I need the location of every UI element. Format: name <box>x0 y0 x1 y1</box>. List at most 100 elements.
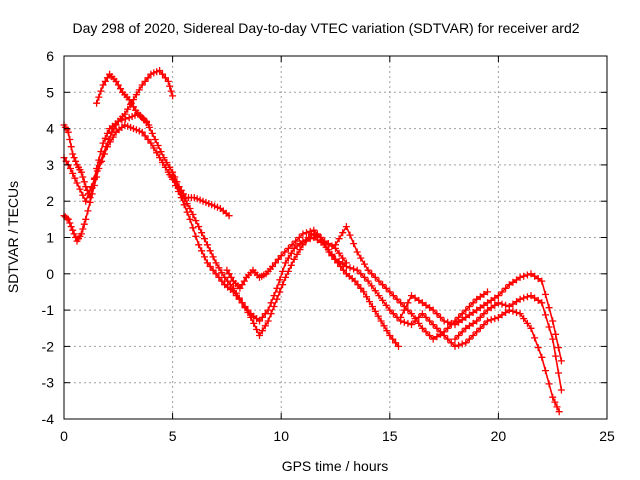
data-point-marker <box>201 235 208 243</box>
data-point-marker <box>105 136 113 143</box>
data-point-marker <box>444 324 452 332</box>
data-point-marker <box>227 281 234 289</box>
data-point-marker <box>433 310 441 318</box>
data-point-marker <box>389 292 397 300</box>
data-point-marker <box>505 303 513 310</box>
data-point-marker <box>426 317 434 325</box>
data-point-marker <box>380 322 388 330</box>
data-point-marker <box>156 67 164 74</box>
data-point-marker <box>422 301 430 309</box>
data-point-marker <box>80 178 88 186</box>
data-point-marker <box>282 273 289 281</box>
data-point-marker <box>357 254 365 262</box>
x-tick-label: 0 <box>60 428 68 444</box>
data-point-marker <box>465 335 473 343</box>
data-point-marker <box>96 159 104 166</box>
data-point-marker <box>177 190 185 198</box>
data-point-marker <box>549 335 557 343</box>
data-point-marker <box>408 321 415 329</box>
data-point-marker <box>433 333 441 341</box>
data-point-marker <box>484 306 491 314</box>
data-point-marker <box>256 317 263 325</box>
data-point-marker <box>209 266 217 274</box>
data-point-marker <box>361 273 368 281</box>
data-point-marker <box>458 340 466 348</box>
data-point-marker <box>433 324 441 332</box>
data-point-marker <box>538 353 546 361</box>
data-point-marker <box>186 205 194 212</box>
data-point-marker <box>198 247 206 255</box>
data-point-marker <box>225 270 233 278</box>
data-point-marker <box>469 332 477 339</box>
data-point-marker <box>195 223 203 231</box>
data-point-marker <box>451 335 459 343</box>
y-tick-label: -1 <box>42 302 55 318</box>
data-point-marker <box>258 313 266 321</box>
data-point-marker <box>256 332 263 339</box>
data-point-marker <box>150 144 158 152</box>
data-point-marker <box>386 332 394 339</box>
data-point-marker <box>393 295 401 303</box>
data-point-marker <box>95 93 103 101</box>
data-point-marker <box>476 313 484 321</box>
data-point-marker <box>415 296 423 304</box>
data-point-marker <box>156 154 164 162</box>
data-point-marker <box>534 296 542 304</box>
data-point-marker <box>502 284 510 292</box>
data-point-marker <box>400 306 408 314</box>
data-point-marker <box>157 148 165 156</box>
data-point-marker <box>480 321 488 329</box>
data-point-marker <box>282 259 289 267</box>
data-point-marker <box>491 294 499 302</box>
y-tick-label: 2 <box>46 193 54 209</box>
data-point-marker <box>267 310 275 318</box>
data-point-marker <box>76 185 84 193</box>
data-point-marker <box>117 85 124 93</box>
data-point-marker <box>458 328 466 336</box>
data-point-marker <box>147 139 155 147</box>
data-point-marker <box>124 105 132 113</box>
data-point-marker <box>480 310 488 318</box>
data-point-marker <box>408 292 415 300</box>
data-point-marker <box>183 208 191 216</box>
x-tick-label: 5 <box>169 428 177 444</box>
data-point-marker <box>164 77 172 85</box>
data-point-marker <box>465 303 473 310</box>
x-tick-label: 10 <box>273 428 289 444</box>
data-point-marker <box>382 284 390 292</box>
data-point-marker <box>523 271 531 279</box>
data-point-marker <box>201 253 208 261</box>
data-point-marker <box>238 281 246 289</box>
data-point-marker <box>69 169 77 177</box>
data-point-marker <box>429 321 437 329</box>
data-point-marker <box>389 310 397 318</box>
series-track-5 <box>169 172 402 350</box>
data-point-marker <box>509 307 517 315</box>
data-point-marker <box>93 167 101 175</box>
data-point-marker <box>169 92 177 100</box>
data-point-marker <box>169 172 177 180</box>
data-point-marker <box>473 328 481 336</box>
data-point-marker <box>411 315 419 323</box>
data-point-marker <box>509 300 517 308</box>
data-point-marker <box>557 357 565 365</box>
data-point-marker <box>527 270 535 278</box>
data-point-marker <box>377 317 385 325</box>
data-point-marker <box>555 369 562 377</box>
data-point-marker <box>415 313 423 321</box>
data-point-marker <box>64 215 72 223</box>
data-point-marker <box>469 299 477 307</box>
data-point-marker <box>253 326 261 333</box>
data-point-marker <box>223 266 231 274</box>
series-track-3 <box>60 67 177 205</box>
y-tick-label: -2 <box>42 338 55 354</box>
data-point-marker <box>437 313 444 321</box>
data-point-marker <box>440 328 448 336</box>
x-tick-label: 15 <box>382 428 398 444</box>
data-point-marker <box>203 259 211 267</box>
data-point-marker <box>383 327 391 335</box>
data-point-marker <box>516 310 524 318</box>
data-point-marker <box>397 299 405 307</box>
data-point-marker <box>86 198 94 206</box>
data-point-marker <box>498 300 506 308</box>
